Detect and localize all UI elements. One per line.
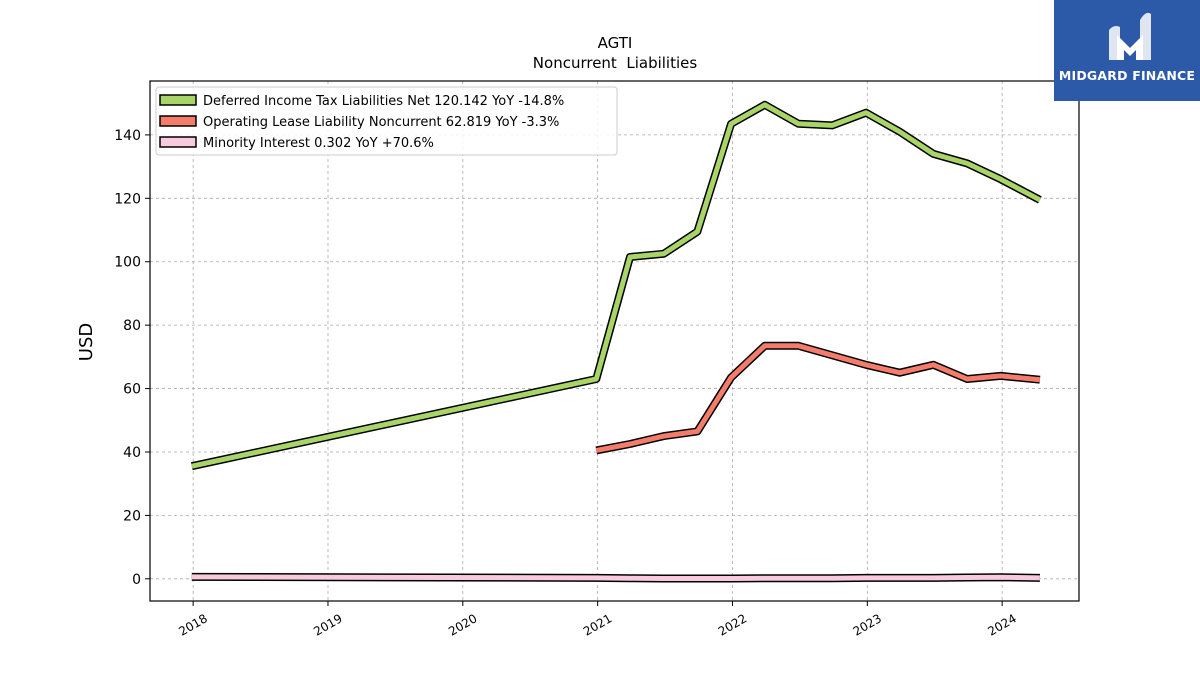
legend-swatch-2 (159, 136, 197, 148)
x-tick-label: 2024 (985, 611, 1018, 638)
series-outline-0 (190, 100, 1042, 471)
series-line-2 (191, 574, 1040, 581)
legend-label-0: Deferred Income Tax Liabilities Net 120.… (203, 94, 564, 109)
legend-swatch-1 (159, 115, 197, 127)
brand-logo: MIDGARD FINANCE (1054, 0, 1200, 101)
y-tick-label: 100 (114, 255, 141, 271)
legend-label-2: Minority Interest 0.302 YoY +70.6% (203, 136, 434, 151)
y-tick-label: 40 (123, 445, 141, 461)
x-tick-label: 2023 (851, 611, 884, 638)
x-tick-label: 2022 (716, 611, 749, 638)
midgard-logo-icon (1109, 12, 1151, 60)
y-axis-label: USD (76, 323, 97, 361)
series-layer (190, 100, 1042, 583)
legend-swatch-0 (159, 94, 197, 106)
x-tick-label: 2019 (311, 611, 344, 638)
grid-lines (150, 81, 1079, 601)
chart-title: AGTI (598, 34, 633, 52)
legend-box (155, 86, 618, 156)
chart-subtitle: Noncurrent Liabilities (533, 54, 698, 72)
brand-name: MIDGARD FINANCE (1058, 68, 1196, 83)
x-tick-label: 2018 (176, 611, 209, 638)
legend-label-1: Operating Lease Liability Noncurrent 62.… (203, 115, 559, 130)
x-tick-label: 2020 (446, 611, 479, 638)
plot-frame (149, 80, 1080, 602)
y-tick-label: 120 (114, 191, 141, 207)
series-line-1 (595, 343, 1041, 453)
y-tick-label: 20 (123, 508, 141, 524)
y-tick-label: 60 (123, 382, 141, 398)
x-tick-label: 2021 (581, 611, 614, 638)
x-axis: 2018 2019 2020 2021 2022 2023 2024 (176, 601, 1019, 639)
y-tick-label: 0 (132, 572, 141, 588)
y-axis: 0 20 40 60 80 100 120 140 (114, 128, 150, 588)
series-line-0 (191, 102, 1042, 469)
y-tick-label: 140 (114, 128, 141, 144)
legend: Deferred Income Tax Liabilities Net 120.… (155, 86, 618, 156)
y-tick-label: 80 (123, 318, 141, 334)
